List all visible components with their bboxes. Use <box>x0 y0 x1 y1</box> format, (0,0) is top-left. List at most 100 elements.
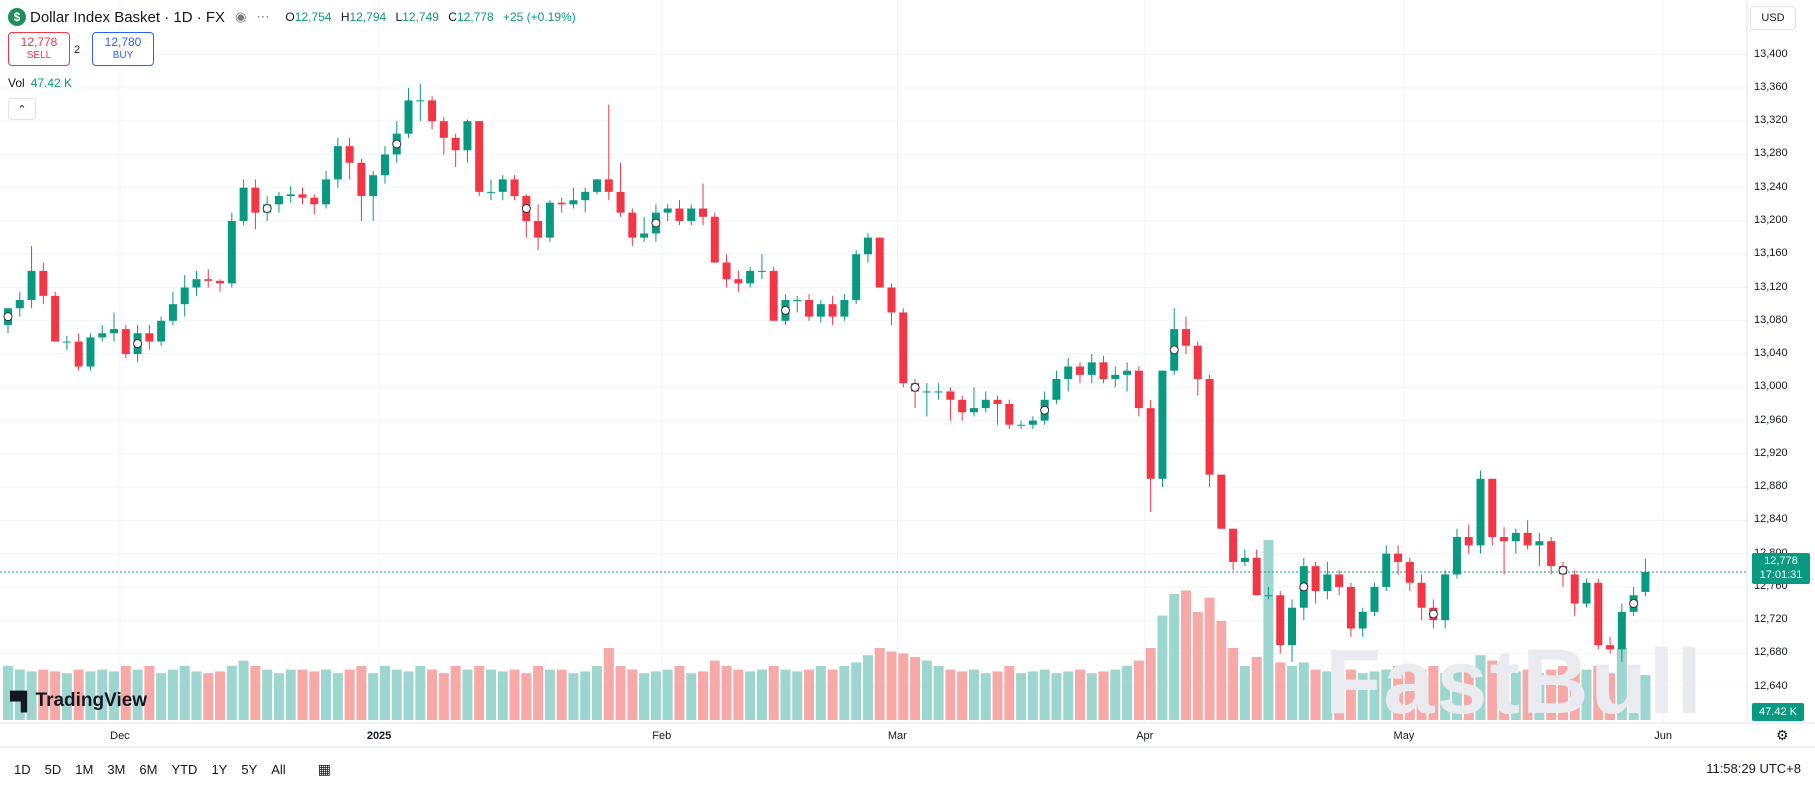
candle-body[interactable] <box>369 175 378 197</box>
candle-body[interactable] <box>1158 370 1167 479</box>
eye-icon[interactable]: ◉ <box>235 9 247 24</box>
candle-body[interactable] <box>486 191 495 193</box>
candle-body[interactable] <box>1205 379 1214 475</box>
candle-body[interactable] <box>39 270 48 296</box>
event-marker-icon[interactable] <box>1169 345 1179 355</box>
candle-body[interactable] <box>734 279 743 284</box>
range-6m[interactable]: 6M <box>139 762 158 777</box>
candle-body[interactable] <box>1452 537 1461 575</box>
candle-body[interactable] <box>1394 553 1403 562</box>
candle-body[interactable] <box>1323 574 1332 592</box>
candle-body[interactable] <box>1641 571 1650 592</box>
candle-body[interactable] <box>887 287 896 313</box>
candle-body[interactable] <box>757 270 766 272</box>
candle-body[interactable] <box>1547 541 1556 567</box>
clock[interactable]: 11:58:29 UTC+8 <box>1706 761 1801 776</box>
event-marker-icon[interactable] <box>521 204 531 213</box>
candle-body[interactable] <box>27 270 36 300</box>
gear-icon[interactable]: ⚙ <box>1776 727 1789 743</box>
candle-body[interactable] <box>604 179 613 192</box>
candle-body[interactable] <box>439 121 448 138</box>
candle-body[interactable] <box>640 233 649 238</box>
candle-body[interactable] <box>62 341 71 343</box>
candle-body[interactable] <box>86 337 95 367</box>
candle-body[interactable] <box>840 299 849 317</box>
candle-body[interactable] <box>1617 611 1626 650</box>
range-1y[interactable]: 1Y <box>211 762 228 777</box>
candle-body[interactable] <box>145 333 154 342</box>
candle-body[interactable] <box>180 287 189 305</box>
candle-body[interactable] <box>1511 532 1520 542</box>
candle-body[interactable] <box>1441 574 1450 621</box>
candle-body[interactable] <box>168 304 177 321</box>
range-3m[interactable]: 3M <box>107 762 126 777</box>
range-all[interactable]: All <box>271 762 286 777</box>
event-marker-icon[interactable] <box>780 305 790 315</box>
candle-body[interactable] <box>1464 537 1473 546</box>
range-ytd[interactable]: YTD <box>171 762 198 777</box>
candle-body[interactable] <box>569 200 578 205</box>
event-marker-icon[interactable] <box>1299 582 1309 592</box>
event-marker-icon[interactable] <box>3 312 13 322</box>
range-1d[interactable]: 1D <box>14 762 31 777</box>
candle-body[interactable] <box>946 391 955 400</box>
candle-body[interactable] <box>404 100 413 134</box>
event-markers[interactable] <box>3 139 1639 619</box>
candle-body[interactable] <box>875 237 884 288</box>
candle-body[interactable] <box>805 299 814 317</box>
candle-body[interactable] <box>1358 611 1367 629</box>
candle-body[interactable] <box>1028 420 1037 425</box>
candle-body[interactable] <box>322 179 331 205</box>
candle-body[interactable] <box>545 202 554 238</box>
candle-body[interactable] <box>428 100 437 122</box>
candle-body[interactable] <box>380 154 389 176</box>
candle-body[interactable] <box>1405 561 1414 583</box>
candle-body[interactable] <box>1182 329 1190 346</box>
candle-body[interactable] <box>192 279 201 288</box>
event-marker-icon[interactable] <box>1558 565 1568 575</box>
candle-body[interactable] <box>1123 370 1132 375</box>
candle-body[interactable] <box>922 391 931 393</box>
tradingview-logo[interactable]: ▀▌ TradingView <box>10 690 147 712</box>
candle-body[interactable] <box>1288 607 1297 646</box>
candle-body[interactable] <box>451 137 460 151</box>
candle-body[interactable] <box>1005 403 1014 425</box>
range-1m[interactable]: 1M <box>75 762 94 777</box>
candle-body[interactable] <box>121 329 130 355</box>
candle-body[interactable] <box>475 121 484 192</box>
candle-body[interactable] <box>15 299 24 309</box>
candle-body[interactable] <box>333 146 342 180</box>
candle-body[interactable] <box>828 304 837 317</box>
candle-body[interactable] <box>581 191 590 201</box>
event-marker-icon[interactable] <box>651 218 661 228</box>
candle-body[interactable] <box>345 146 354 163</box>
candle-body[interactable] <box>1594 582 1603 646</box>
candle-body[interactable] <box>239 187 248 221</box>
range-5d[interactable]: 5D <box>44 762 62 777</box>
candle-body[interactable] <box>251 187 260 213</box>
event-marker-icon[interactable] <box>262 204 272 213</box>
candle-body[interactable] <box>1370 586 1379 612</box>
candle-body[interactable] <box>286 194 295 197</box>
candle-body[interactable] <box>74 341 83 367</box>
candle-body[interactable] <box>1606 645 1615 650</box>
symbol-icon[interactable]: $ <box>8 8 26 26</box>
candle-body[interactable] <box>298 194 307 198</box>
candle-body[interactable] <box>1335 574 1344 587</box>
candle-body[interactable] <box>1229 528 1238 562</box>
event-marker-icon[interactable] <box>1428 609 1438 619</box>
event-marker-icon[interactable] <box>133 339 143 349</box>
candle-body[interactable] <box>51 295 60 342</box>
candle-body[interactable] <box>993 399 1002 404</box>
event-marker-icon[interactable] <box>392 139 402 149</box>
candle-body[interactable] <box>1075 366 1084 375</box>
candle-body[interactable] <box>463 121 472 151</box>
candle-body[interactable] <box>1535 541 1544 546</box>
event-marker-icon[interactable] <box>1040 405 1050 415</box>
candle-body[interactable] <box>863 237 872 255</box>
candle-body[interactable] <box>510 179 519 197</box>
candle-body[interactable] <box>1264 595 1273 597</box>
candle-body[interactable] <box>816 304 825 317</box>
candle-body[interactable] <box>557 202 566 205</box>
